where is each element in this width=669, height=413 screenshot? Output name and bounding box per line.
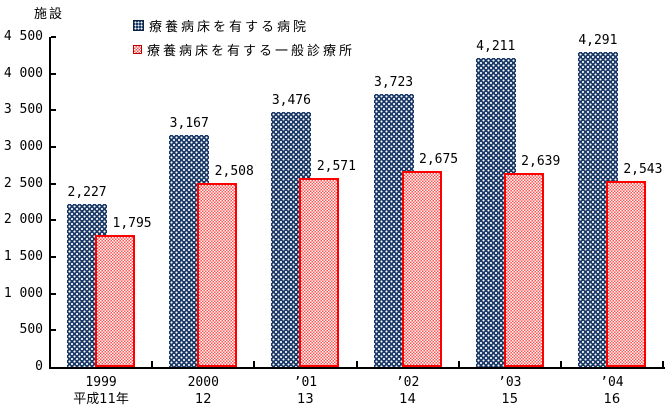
bar-value-label-hospital: 3,167 [169,116,209,131]
y-tick-label: 4 000 [3,65,43,81]
bar-value-label-clinic: 2,508 [214,164,254,179]
bar-value-label-clinic: 2,675 [419,152,459,167]
legend-item-clinics: 療養病床を有する一般診療所 [133,37,355,61]
bar-clinic [299,178,340,367]
bar-clinic [95,235,136,367]
x-axis-tick [457,361,460,367]
clinic-series-swatch-icon [133,44,142,54]
y-axis-tick [51,146,56,148]
x-axis-tick [559,361,562,367]
bar-clinic [503,173,544,367]
x-category-year: ’03 [498,375,522,390]
y-axis-tick [51,292,56,295]
y-axis-tick [51,109,56,112]
x-category-label: 1999 平成11年 [49,374,153,408]
x-axis-line [49,367,665,369]
x-category-era: 15 [501,392,519,407]
hospital-series-swatch-icon [133,19,144,31]
x-category-label: ’03 15 [458,374,562,408]
x-category-era: 平成11年 [73,392,129,407]
y-axis-tick [51,256,56,258]
x-category-year: ’02 [395,375,420,390]
bar-clinic [401,171,442,367]
x-axis-tick [355,361,358,367]
legend-label-hospitals: 療養病床を有する病院 [149,19,310,35]
y-tick-label: 3 000 [3,139,43,154]
y-axis-tick [51,36,56,38]
y-tick-label: 2 000 [3,212,43,228]
x-category-label: ’01 13 [253,374,357,408]
y-axis-tick [51,219,56,222]
bar-value-label-hospital: 3,476 [271,93,311,108]
y-tick-label: 1 500 [3,249,43,264]
bar-value-label-hospital: 4,211 [476,39,516,54]
y-axis-line [49,37,51,369]
x-category-year: 2000 [187,375,219,390]
y-tick-label: 4 500 [3,29,43,44]
x-category-label: ’02 14 [356,374,460,408]
x-category-era: 14 [399,392,416,407]
y-axis-tick [51,72,56,75]
y-axis-unit-label: 施設 [34,7,65,22]
legend-item-hospitals: 療養病床を有する病院 [133,13,355,37]
y-tick-label: 2 500 [3,175,43,191]
x-category-year: ’04 [600,375,624,390]
y-tick-label: 3 500 [3,102,43,118]
y-axis-tick [51,329,56,332]
bar-value-label-hospital: 2,227 [67,185,107,200]
x-category-era: 13 [297,392,314,407]
x-category-year: 1999 [85,375,117,390]
x-axis-tick [151,361,154,367]
y-tick-label: 1 000 [3,285,43,301]
x-category-label: 2000 12 [151,374,255,408]
x-category-era: 16 [603,392,621,407]
y-tick-label: 500 [19,322,43,338]
x-category-label: ’04 16 [560,374,664,408]
bar-value-label-clinic: 2,571 [316,159,356,174]
legend: 療養病床を有する病院 療養病床を有する一般診療所 [133,13,355,61]
y-tick-label: 0 [35,359,43,374]
bar-clinic [197,183,238,367]
x-axis-tick [662,361,664,367]
bar-value-label-hospital: 3,723 [374,75,414,90]
x-axis-tick [253,361,256,367]
y-axis-tick [51,182,56,185]
bar-value-label-clinic: 1,795 [112,216,152,231]
bar-value-label-clinic: 2,543 [623,162,663,177]
bar-clinic [605,181,646,367]
bar-value-label-hospital: 4,291 [578,33,618,48]
legend-label-clinics: 療養病床を有する一般診療所 [147,43,356,59]
bar-value-label-clinic: 2,639 [521,154,561,169]
x-category-year: ’01 [293,375,318,390]
x-category-era: 12 [194,392,212,407]
